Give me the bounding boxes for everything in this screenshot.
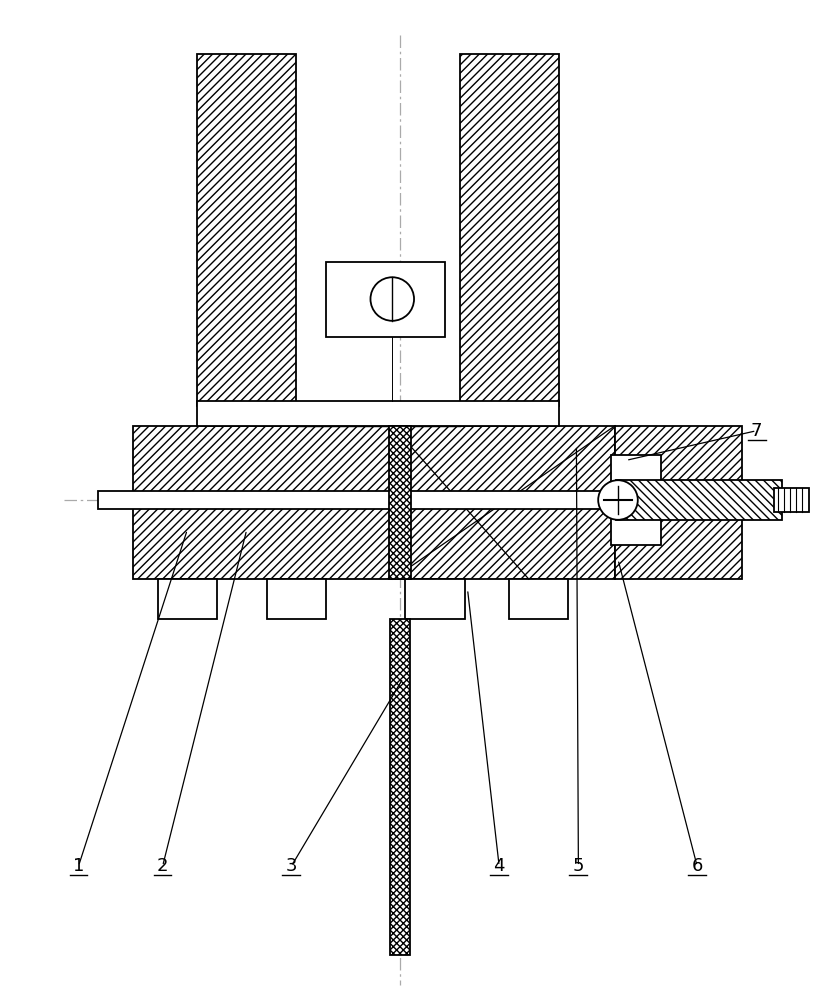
Bar — [267, 579, 326, 619]
Text: 6: 6 — [691, 857, 703, 875]
Bar — [158, 579, 217, 619]
Bar — [390, 619, 410, 955]
Bar — [326, 262, 445, 337]
Bar — [197, 54, 296, 406]
Text: 5: 5 — [573, 857, 584, 875]
Text: 4: 4 — [493, 857, 505, 875]
Bar — [390, 426, 411, 579]
Circle shape — [599, 480, 638, 520]
Bar — [460, 54, 558, 406]
Text: 1: 1 — [73, 857, 84, 875]
Text: 2: 2 — [157, 857, 168, 875]
Text: 7: 7 — [751, 422, 762, 440]
Bar — [98, 491, 393, 509]
Bar — [392, 426, 615, 579]
Bar — [405, 579, 465, 619]
Bar — [615, 426, 742, 579]
Bar — [774, 488, 809, 512]
Bar — [616, 480, 782, 520]
Bar — [611, 455, 660, 545]
Bar — [509, 579, 568, 619]
Text: 3: 3 — [286, 857, 297, 875]
Bar — [197, 401, 558, 426]
Circle shape — [370, 277, 414, 321]
Bar — [133, 426, 392, 579]
Bar — [390, 491, 616, 509]
